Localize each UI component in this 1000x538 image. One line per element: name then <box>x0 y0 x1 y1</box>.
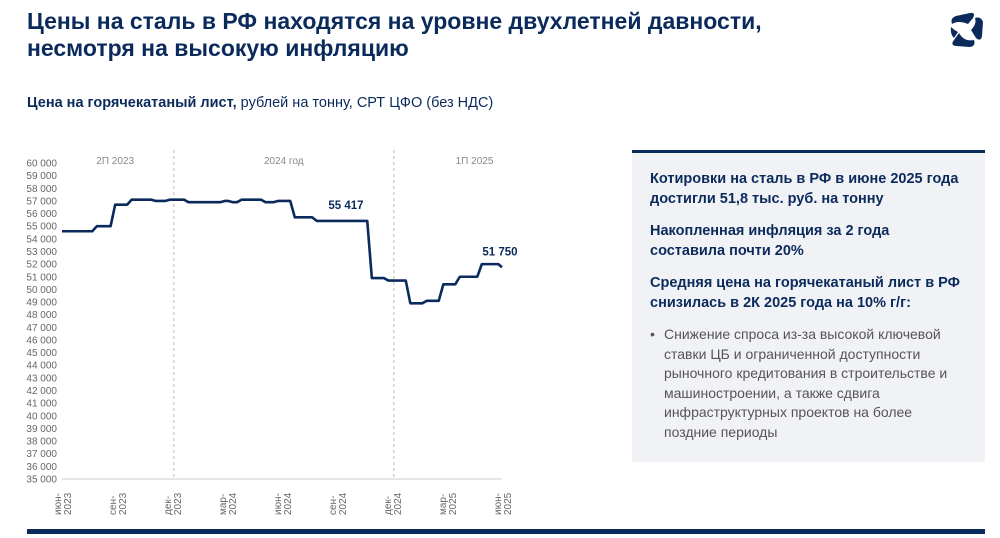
y-tick-label: 45 000 <box>26 348 57 359</box>
x-tick-year: 2023 <box>118 492 129 515</box>
x-tick-label: июн- 2025 <box>493 492 514 515</box>
y-tick-label: 39 000 <box>26 424 57 435</box>
x-tick-label: сен- 2024 <box>328 492 349 515</box>
y-tick-label: 58 000 <box>26 184 57 195</box>
price-series-line <box>62 198 503 305</box>
x-tick-month: мар- <box>438 494 449 515</box>
y-tick-label: 47 000 <box>26 323 57 334</box>
x-tick-label: мар- 2025 <box>438 492 459 515</box>
x-tick-year: 2023 <box>173 492 184 515</box>
y-tick-label: 42 000 <box>26 386 57 397</box>
period-label: 1П 2025 <box>456 156 494 167</box>
period-label: 2024 год <box>264 156 304 167</box>
insight-price-drop: Средняя цена на горячекатаный лист в РФ … <box>650 275 960 311</box>
x-tick-month: дек- <box>383 496 394 515</box>
chart-subtitle: Цена на горячекатаный лист, рублей на то… <box>27 95 493 111</box>
subtitle-rest: рублей на тонну, СРТ ЦФО (без НДС) <box>236 95 494 111</box>
company-logo-icon <box>950 12 983 47</box>
y-tick-label: 50 000 <box>26 285 57 296</box>
y-tick-label: 52 000 <box>26 260 57 271</box>
y-tick-label: 54 000 <box>26 234 57 245</box>
x-tick-year: 2024 <box>283 492 294 515</box>
subtitle-bold: Цена на горячекатаный лист, <box>27 95 237 111</box>
y-tick-label: 60 000 <box>26 159 57 170</box>
x-tick-year: 2024 <box>338 492 349 515</box>
y-tick-label: 38 000 <box>26 437 57 448</box>
y-tick-label: 56 000 <box>26 209 57 220</box>
x-tick-label: дек- 2023 <box>163 492 184 515</box>
x-tick-month: сен- <box>328 496 339 515</box>
y-tick-label: 36 000 <box>26 462 57 473</box>
x-tick-month: дек- <box>163 496 174 515</box>
bullet-list: Снижение спроса из-за высокой ключевой с… <box>650 325 967 442</box>
x-tick-year: 2025 <box>503 492 514 515</box>
y-tick-label: 57 000 <box>26 196 57 207</box>
y-tick-label: 37 000 <box>26 449 57 460</box>
x-tick-year: 2025 <box>448 492 459 515</box>
insight-quotes: Котировки на сталь в РФ в июне 2025 года… <box>650 171 959 207</box>
y-tick-label: 43 000 <box>26 373 57 384</box>
x-tick-label: сен- 2023 <box>108 492 129 515</box>
x-tick-year: 2023 <box>63 492 74 515</box>
data-label: 51 750 <box>482 246 517 258</box>
x-tick-year: 2024 <box>393 492 404 515</box>
page-title: Цены на сталь в РФ находятся на уровне д… <box>27 8 907 62</box>
y-tick-label: 44 000 <box>26 361 57 372</box>
title-line-1: Цены на сталь в РФ находятся на уровне д… <box>27 8 762 34</box>
x-tick-year: 2024 <box>228 492 239 515</box>
x-tick-month: мар- <box>218 494 229 515</box>
y-tick-label: 53 000 <box>26 247 57 258</box>
y-tick-label: 55 000 <box>26 222 57 233</box>
insight-inflation: Накопленная инфляция за 2 года составила… <box>650 223 890 259</box>
x-tick-month: сен- <box>108 496 119 515</box>
x-tick-month: июн- <box>273 493 284 515</box>
y-tick-label: 40 000 <box>26 411 57 422</box>
y-tick-label: 35 000 <box>26 475 57 486</box>
bullet-item: Снижение спроса из-за высокой ключевой с… <box>650 325 967 442</box>
data-label: 55 417 <box>328 200 363 212</box>
footer-rule <box>27 529 985 534</box>
x-tick-label: июн- 2023 <box>53 492 74 515</box>
y-tick-label: 48 000 <box>26 310 57 321</box>
y-tick-label: 51 000 <box>26 272 57 283</box>
x-tick-month: июн- <box>493 493 504 515</box>
x-tick-label: июн- 2024 <box>273 492 294 515</box>
y-tick-label: 41 000 <box>26 399 57 410</box>
y-tick-label: 59 000 <box>26 171 57 182</box>
x-tick-month: июн- <box>53 493 64 515</box>
y-tick-label: 46 000 <box>26 335 57 346</box>
y-tick-label: 49 000 <box>26 298 57 309</box>
x-tick-label: дек- 2024 <box>383 492 404 515</box>
x-tick-label: мар- 2024 <box>218 492 239 515</box>
title-line-2: несмотря на высокую инфляцию <box>27 35 409 61</box>
period-label: 2П 2023 <box>96 156 134 167</box>
insights-panel: Котировки на сталь в РФ в июне 2025 года… <box>632 150 985 462</box>
